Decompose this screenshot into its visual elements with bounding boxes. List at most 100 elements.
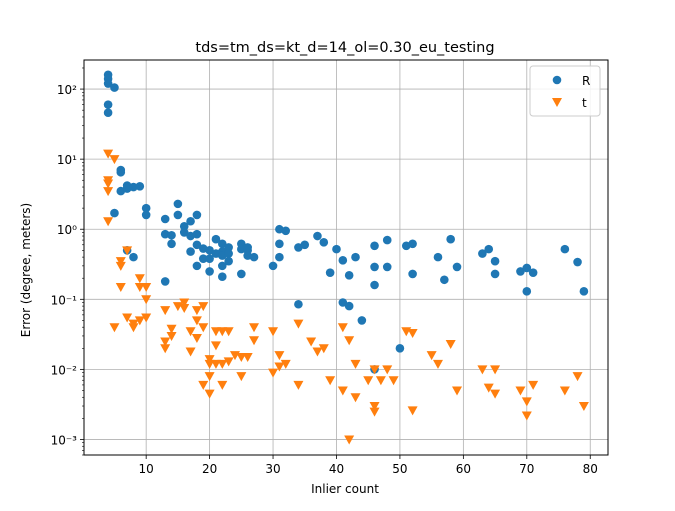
data-point-R: [452, 262, 462, 272]
data-point-t: [382, 365, 393, 375]
data-point-t: [122, 246, 133, 256]
data-point-t: [103, 149, 114, 159]
data-point-R: [579, 287, 589, 296]
data-point-t: [198, 323, 209, 333]
data-point-R: [103, 79, 113, 88]
data-point-R: [205, 267, 214, 276]
data-point-t: [103, 179, 114, 189]
data-point-R: [179, 222, 189, 231]
data-point-t: [210, 327, 221, 337]
legend: Rt: [529, 65, 601, 117]
data-point-R: [528, 268, 538, 277]
data-point-R: [490, 269, 500, 279]
data-point-t: [204, 355, 215, 365]
data-point-t: [217, 359, 228, 369]
data-point-t: [217, 327, 228, 337]
data-point-t: [426, 351, 437, 361]
data-point-t: [191, 316, 202, 326]
data-point-t: [179, 304, 190, 314]
data-point-t: [210, 341, 221, 351]
legend-label-t: t: [582, 96, 587, 110]
x-tick-label: 10: [139, 462, 154, 476]
data-point-t: [210, 359, 221, 369]
legend-box: [529, 65, 601, 117]
data-point-t: [204, 372, 215, 382]
data-point-R: [275, 252, 284, 262]
data-point-t: [521, 397, 532, 407]
data-point-t: [166, 331, 177, 341]
data-point-t: [166, 324, 177, 334]
data-point-R: [129, 182, 138, 192]
data-point-R: [205, 254, 214, 263]
x-tick-label: 40: [329, 462, 344, 476]
data-point-R: [173, 199, 183, 209]
y-tick-label: 10²: [57, 83, 77, 97]
y-axis-ticks: 10⁻³ 10⁻² 10⁻¹ 10⁰ 10¹ 10²: [51, 83, 84, 447]
data-point-R: [478, 249, 487, 258]
data-point-R: [338, 298, 348, 307]
data-point-t: [134, 316, 145, 326]
data-point-t: [185, 327, 196, 337]
data-point-R: [332, 244, 341, 254]
data-point-t: [115, 257, 126, 267]
data-point-t: [318, 344, 329, 354]
data-point-R: [249, 252, 259, 262]
data-point-t: [578, 402, 589, 412]
y-tick-label: 10¹: [57, 153, 77, 167]
data-point-R: [160, 277, 170, 286]
y-tick-label: 10⁰: [57, 223, 77, 237]
data-point-R: [173, 210, 183, 220]
data-point-t: [191, 334, 202, 344]
data-point-t: [236, 353, 247, 363]
data-point-R: [179, 228, 189, 237]
data-point-R: [275, 239, 284, 249]
data-point-t: [103, 187, 114, 197]
grid-lines: [84, 60, 608, 455]
data-point-R: [110, 83, 119, 92]
data-point-t: [528, 380, 539, 390]
data-point-R: [129, 252, 138, 262]
data-point-t: [572, 372, 583, 382]
data-point-R: [522, 287, 532, 296]
data-point-t: [160, 337, 171, 347]
data-point-t: [204, 389, 215, 399]
data-point-t: [204, 359, 215, 369]
data-point-R: [522, 263, 532, 273]
series-R: [103, 70, 589, 374]
data-point-t: [274, 351, 285, 361]
data-point-R: [217, 261, 227, 271]
data-point-t: [268, 368, 279, 378]
data-point-t: [274, 362, 285, 372]
data-point-R: [395, 343, 405, 353]
x-axis-label: Inlier count: [311, 482, 379, 496]
data-point-R: [237, 269, 246, 279]
data-point-R: [186, 247, 195, 256]
data-point-t: [128, 319, 139, 329]
data-point-R: [370, 241, 379, 251]
data-point-R: [116, 167, 126, 177]
data-point-t: [280, 359, 291, 369]
plot-area: 10 20 30 40 50 60 70 80 10⁻³ 10⁻² 10⁻¹ 10⁰ 10¹ 10²: [51, 59, 609, 476]
data-point-R: [351, 252, 360, 262]
data-point-R: [192, 229, 202, 239]
data-point-R: [516, 267, 525, 276]
data-point-t: [407, 406, 418, 416]
data-point-R: [300, 240, 310, 250]
data-point-R: [160, 214, 170, 224]
data-point-R: [382, 235, 392, 245]
data-point-t: [350, 393, 361, 403]
data-point-R: [205, 246, 214, 255]
data-point-R: [325, 268, 335, 277]
data-point-t: [198, 380, 209, 390]
legend-marker-R: [552, 75, 562, 85]
y-axis-label: Error (degree, meters): [19, 203, 33, 337]
data-point-R: [370, 280, 379, 290]
data-point-t: [249, 323, 260, 333]
data-point-t: [109, 155, 120, 165]
data-point-t: [363, 376, 374, 386]
y-tick-label: 10⁻³: [51, 433, 78, 447]
x-axis-ticks: 10 20 30 40 50 60 70 80: [139, 455, 598, 476]
data-point-t: [369, 407, 380, 417]
data-point-t: [375, 376, 386, 386]
